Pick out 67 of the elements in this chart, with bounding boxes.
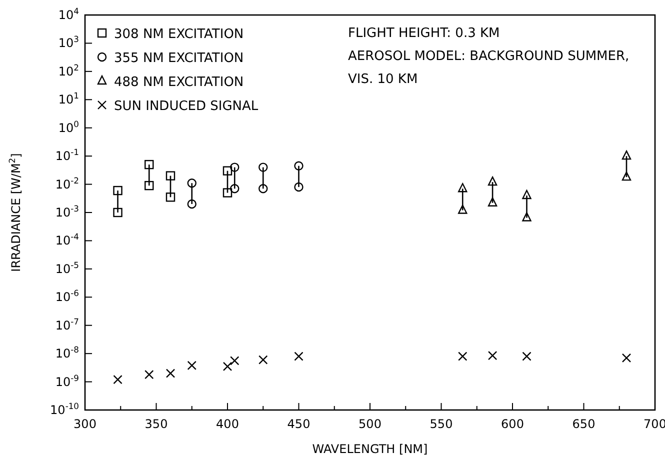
point [113, 186, 122, 196]
point [222, 362, 232, 372]
point [458, 204, 468, 214]
x-tick-label: 400 [216, 417, 239, 431]
y-tick-label: 10$^{-8}$ [55, 344, 79, 361]
point [166, 171, 176, 180]
y-tick-label: 10$^{0}$ [58, 118, 79, 135]
point [222, 166, 232, 176]
x-tick-label: 450 [287, 417, 310, 431]
point [258, 355, 268, 364]
y-tick-label: 10$^{-3}$ [55, 204, 79, 220]
y-tick-label: 10$^{3}$ [58, 34, 79, 50]
point [144, 160, 154, 170]
point [166, 368, 176, 378]
legend-label: 488 NM EXCITATION [114, 75, 244, 90]
legend-label: 308 NM EXCITATION [114, 27, 244, 42]
legend-label: 355 NM EXCITATION [114, 51, 244, 66]
point [488, 197, 498, 206]
point [294, 182, 304, 192]
y-tick-label: 10$^{-9}$ [55, 372, 79, 389]
point [622, 171, 632, 181]
x-tick-label: 600 [501, 417, 524, 431]
x-tick-label: 500 [358, 417, 382, 431]
y-tick-label: 10$^{-2}$ [55, 175, 79, 192]
y-tick-label: 10$^{4}$ [58, 6, 79, 22]
y-tick-label: 10$^{-4}$ [55, 232, 79, 248]
point [488, 350, 498, 360]
point [522, 212, 532, 222]
point [230, 184, 240, 194]
point [488, 176, 498, 186]
y-tick-label: 10$^{-5}$ [55, 260, 79, 276]
x-tick-label: 350 [144, 417, 168, 431]
point [458, 183, 468, 192]
point [522, 352, 532, 361]
point [113, 374, 122, 384]
legend-label: SUN INDUCED SIGNAL [114, 99, 259, 114]
point [222, 188, 232, 198]
point [113, 208, 122, 218]
y-tick-label: 10$^{2}$ [58, 62, 79, 78]
y-tick-label: 10$^{-10}$ [50, 401, 79, 417]
point [258, 162, 268, 172]
y-tick-label: 10$^{-7}$ [55, 316, 79, 332]
point [294, 352, 304, 361]
point [622, 150, 632, 160]
point [458, 352, 468, 361]
point [622, 353, 632, 363]
point [166, 192, 176, 202]
x-tick-label: 650 [572, 417, 596, 431]
point [144, 370, 154, 380]
point [187, 199, 196, 209]
point [187, 178, 196, 188]
x-tick-label: 300 [74, 417, 96, 431]
point [522, 190, 532, 200]
annotation: AEROSOL MODEL: BACKGROUND SUMMER, [348, 49, 630, 64]
annotation: FLIGHT HEIGHT: 0.3 KM [348, 26, 500, 41]
point [187, 360, 196, 370]
point [230, 162, 240, 172]
y-tick-label: 10$^{1}$ [58, 90, 79, 107]
y-tick-label: 10$^{-6}$ [55, 288, 79, 304]
point [230, 356, 240, 366]
y-tick-label: 10$^{-1}$ [55, 147, 79, 164]
x-tick-label: 550 [430, 417, 453, 431]
point [258, 184, 268, 194]
annotation: VIS. 10 KM [348, 72, 418, 87]
point [294, 161, 304, 170]
x-axis-title: WAVELENGTH [NM] [312, 442, 428, 456]
point [144, 180, 154, 190]
